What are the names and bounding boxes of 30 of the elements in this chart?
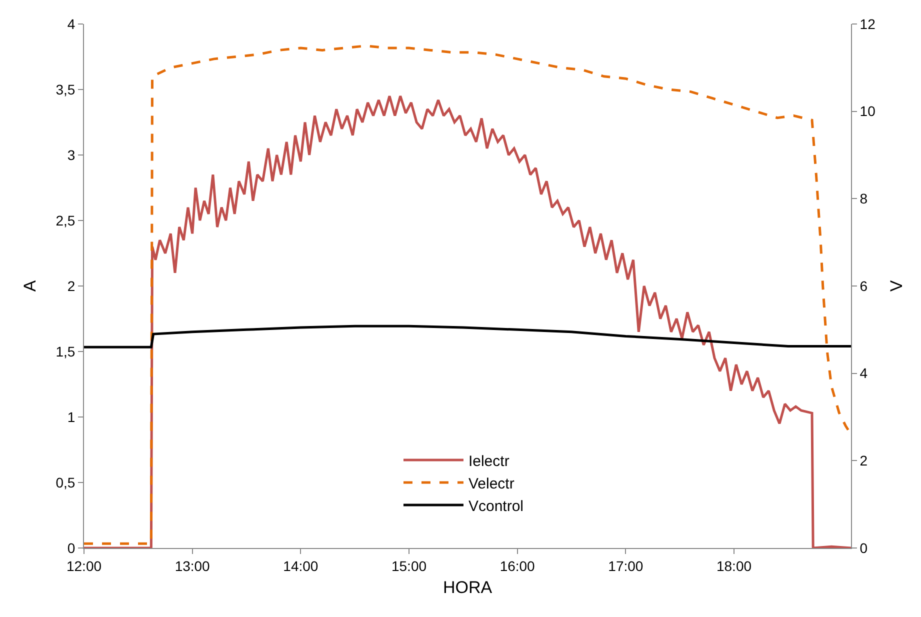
- y-tick-label: 4: [67, 16, 76, 32]
- y-tick-label: 2: [67, 278, 76, 294]
- x-tick-label: 13:00: [174, 558, 210, 574]
- x-tick-label: 15:00: [391, 558, 427, 574]
- y2-tick-label: 2: [860, 452, 868, 469]
- x-tick-label: 12:00: [66, 558, 102, 574]
- y-tick-label: 1,5: [56, 343, 76, 360]
- legend-label: Ielectr: [468, 452, 510, 470]
- y2-tick-label: 6: [860, 278, 868, 294]
- x-tick-label: 17:00: [608, 558, 644, 574]
- y-tick-label: 3: [67, 146, 76, 163]
- x-tick-label: 14:00: [283, 558, 318, 574]
- y-tick-label: 3,5: [56, 81, 76, 98]
- line-series: [84, 324, 851, 348]
- y-tick-label: 1: [67, 408, 76, 425]
- x-axis-title: HORA: [442, 578, 493, 598]
- y2-tick-label: 0: [860, 540, 868, 556]
- legend-label: Velectr: [468, 475, 514, 492]
- y2-tick-label: 8: [860, 190, 868, 207]
- y2-tick-label: 4: [860, 365, 868, 382]
- x-tick-label: 16:00: [500, 558, 536, 574]
- y-tick-label: 2,5: [56, 212, 76, 228]
- legend-label: Vcontrol: [468, 498, 524, 515]
- y-tick-label: 0,5: [56, 474, 76, 490]
- y-axis-title: A: [20, 280, 40, 292]
- y-tick-label: 0: [67, 540, 76, 556]
- y2-tick-label: 10: [860, 103, 876, 120]
- x-tick-label: 18:00: [716, 558, 752, 574]
- y2-axis-title: V: [886, 280, 906, 292]
- y2-tick-label: 12: [860, 16, 876, 32]
